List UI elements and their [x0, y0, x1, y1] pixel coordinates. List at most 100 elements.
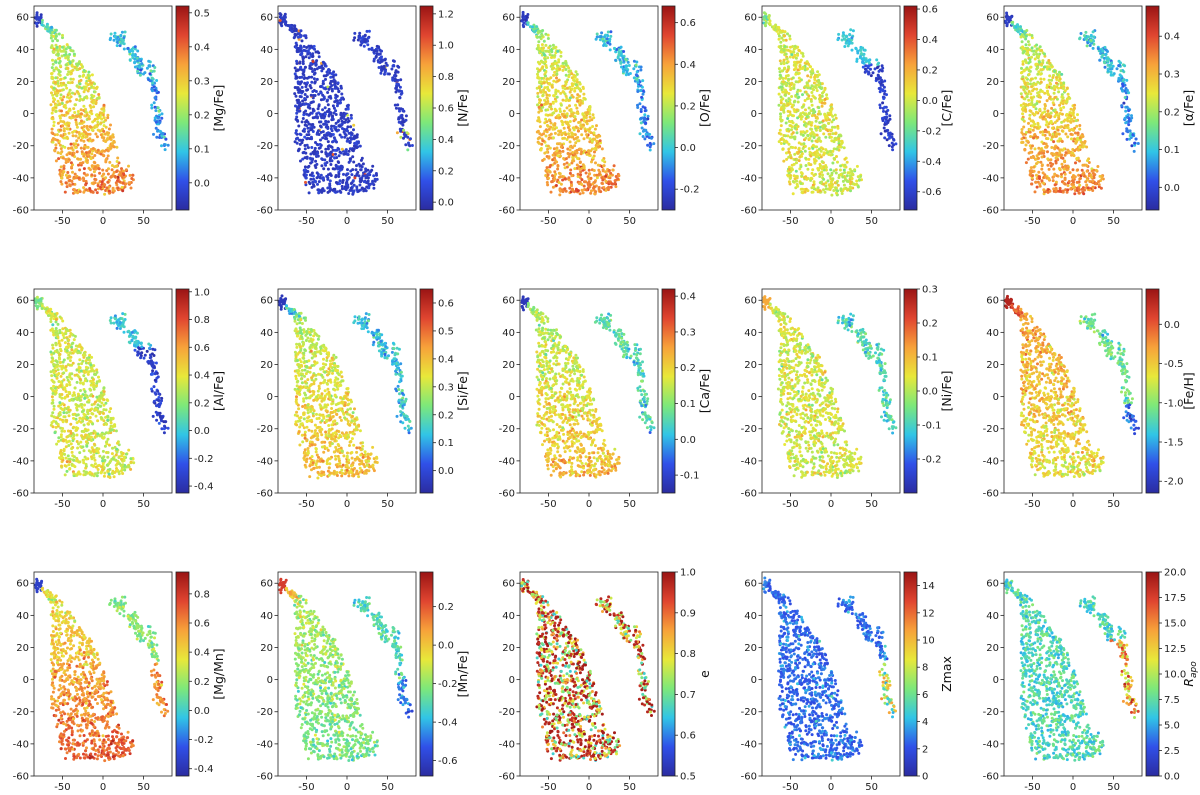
- data-point: [297, 125, 300, 128]
- colorbar-tick-label: 0.0: [438, 198, 454, 209]
- data-point: [371, 47, 374, 50]
- data-point: [786, 32, 789, 35]
- data-point: [305, 174, 308, 177]
- data-point: [565, 80, 568, 83]
- data-point: [546, 56, 549, 59]
- data-point: [783, 62, 786, 65]
- data-point: [90, 106, 93, 109]
- data-point: [582, 97, 585, 100]
- data-point: [339, 113, 342, 116]
- data-point: [94, 118, 97, 121]
- data-point: [312, 116, 315, 119]
- data-point: [51, 66, 54, 69]
- data-point: [779, 138, 782, 141]
- data-point: [1054, 190, 1057, 193]
- data-point: [123, 42, 126, 45]
- data-point: [88, 137, 91, 140]
- data-point: [790, 156, 793, 159]
- data-point: [769, 22, 772, 25]
- data-point: [538, 77, 541, 80]
- data-point: [881, 67, 884, 70]
- data-point: [74, 66, 77, 69]
- data-point: [588, 186, 591, 189]
- data-point: [1048, 168, 1051, 171]
- data-point: [561, 121, 564, 124]
- data-point: [546, 108, 549, 111]
- data-point: [837, 127, 840, 130]
- data-point: [541, 29, 544, 32]
- data-point: [1009, 16, 1012, 19]
- y-tick-label: -20: [257, 141, 273, 152]
- data-point: [835, 172, 838, 175]
- colorbar-tick-label: 0.0: [194, 178, 210, 189]
- data-point: [858, 178, 861, 181]
- data-point: [551, 174, 554, 177]
- data-point: [586, 153, 589, 156]
- data-point: [53, 121, 56, 124]
- data-point: [57, 151, 60, 154]
- data-point: [56, 89, 59, 92]
- colorbar: [904, 6, 917, 210]
- data-point: [819, 189, 822, 192]
- data-point: [567, 136, 570, 139]
- data-point: [588, 180, 591, 183]
- data-point: [130, 187, 133, 190]
- data-point: [819, 140, 822, 143]
- data-point: [794, 73, 797, 76]
- data-point: [295, 44, 298, 47]
- data-point: [351, 132, 354, 135]
- data-point: [57, 122, 60, 125]
- data-point: [320, 150, 323, 153]
- data-point: [822, 132, 825, 135]
- data-point: [116, 44, 119, 47]
- data-point: [797, 148, 800, 151]
- data-point: [82, 98, 85, 101]
- data-point: [558, 181, 561, 184]
- data-point: [71, 92, 74, 95]
- data-point: [867, 71, 870, 74]
- data-point: [809, 163, 812, 166]
- data-point: [89, 111, 92, 114]
- data-point: [816, 134, 819, 137]
- data-point: [640, 66, 643, 69]
- data-point: [309, 153, 312, 156]
- data-point: [306, 157, 309, 160]
- data-point: [836, 148, 839, 151]
- y-tick-label: -20: [13, 141, 29, 152]
- data-point: [398, 90, 401, 93]
- data-point: [644, 106, 647, 109]
- data-point: [806, 81, 809, 84]
- data-point: [35, 22, 38, 25]
- data-point: [536, 92, 539, 95]
- data-point: [308, 191, 311, 194]
- data-point: [575, 137, 578, 140]
- data-point: [550, 56, 553, 59]
- data-point: [309, 62, 312, 65]
- data-point: [316, 133, 319, 136]
- data-point: [545, 128, 548, 131]
- data-point: [329, 157, 332, 160]
- data-point: [1006, 16, 1009, 19]
- data-point: [783, 49, 786, 52]
- data-point: [110, 33, 113, 36]
- data-point: [107, 132, 110, 135]
- x-tick-label: -50: [298, 216, 314, 227]
- data-point: [577, 139, 580, 142]
- data-point: [583, 166, 586, 169]
- data-point: [100, 118, 103, 121]
- data-point: [301, 86, 304, 89]
- data-point: [824, 191, 827, 194]
- data-point: [68, 93, 71, 96]
- data-point: [590, 160, 593, 163]
- data-point: [155, 127, 158, 130]
- data-point: [397, 66, 400, 69]
- data-point: [93, 100, 96, 103]
- data-point: [106, 181, 109, 184]
- data-point: [335, 174, 338, 177]
- data-point: [526, 16, 529, 19]
- data-point: [799, 112, 802, 115]
- data-point: [79, 190, 82, 193]
- data-point: [140, 62, 143, 65]
- data-point: [558, 193, 561, 196]
- data-point: [1085, 184, 1088, 187]
